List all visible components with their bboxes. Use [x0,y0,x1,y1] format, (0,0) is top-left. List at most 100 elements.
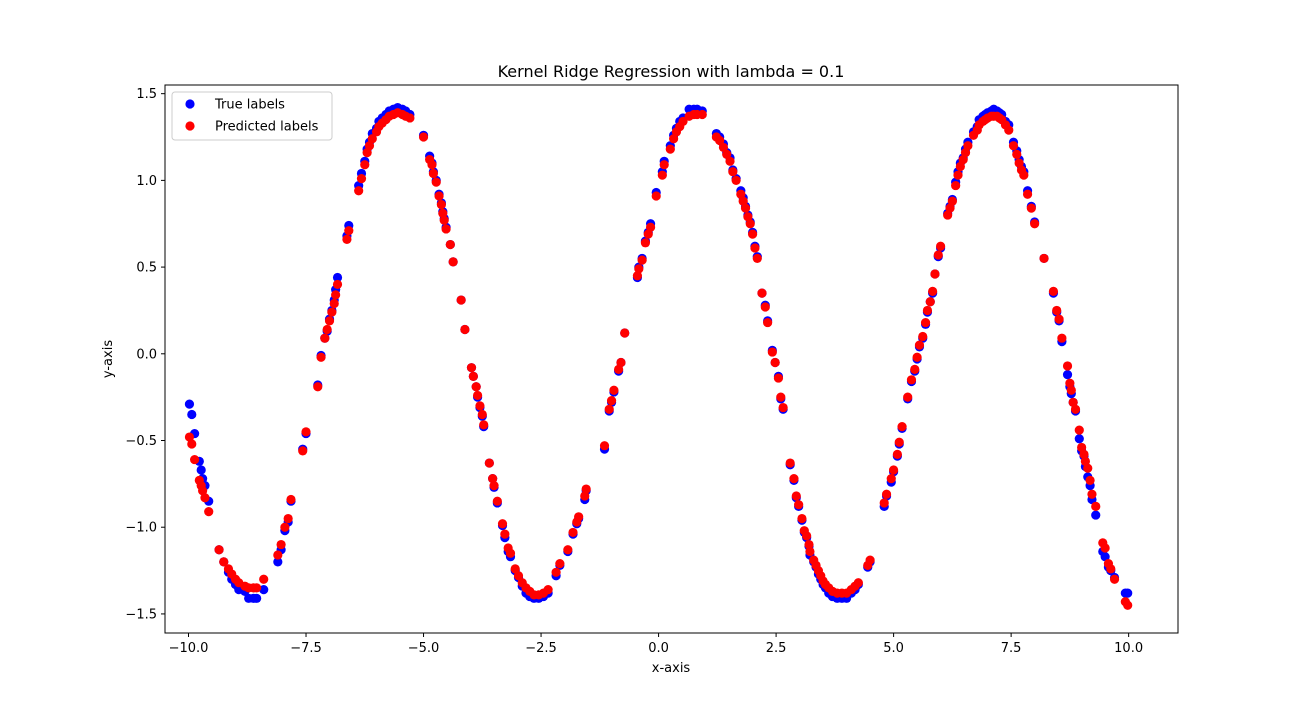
predicted-label-point [715,135,725,146]
predicted-label-point [286,494,296,505]
predicted-label-point [301,427,311,437]
predicted-label-point [471,382,481,392]
predicted-label-point [643,229,653,239]
predicted-label-point [1070,404,1081,414]
predicted-label-point [1039,253,1049,264]
predicted-label-point [1087,489,1097,499]
predicted-label-point [951,180,961,191]
predicted-label-point [1066,385,1076,395]
predicted-label-point [889,465,899,475]
predicted-label-point [1004,125,1014,135]
predicted-label-point [298,446,308,456]
predicted-label-point [606,396,617,406]
predicted-label-point [568,527,578,538]
predicted-label-point [914,340,925,350]
predicted-label-point [505,548,516,558]
predicted-label-point [640,238,651,248]
predicted-label-point [331,290,341,300]
predicted-label-point [354,186,364,196]
predicted-label-point [747,229,758,239]
predicted-label-point [804,539,814,550]
predicted-label-point [718,142,729,153]
true-label-point [252,593,262,603]
predicted-label-point [342,234,352,244]
true-label-point [1100,552,1110,562]
predicted-label-point [1019,170,1029,180]
predicted-label-point [187,439,197,449]
predicted-label-point [488,474,498,484]
predicted-label-point [356,174,367,184]
predicted-label-point [770,357,780,368]
true-label-point [1074,434,1084,444]
predicted-label-point [879,498,889,508]
predicted-label-point [214,545,224,555]
predicted-label-point [728,167,738,177]
predicted-label-point [460,324,470,335]
predicted-label-point [445,239,455,250]
predicted-label-point [906,375,917,385]
predicted-label-point [632,271,643,281]
predicted-label-point [190,454,200,465]
predicted-label-point [468,371,478,381]
predicted-label-point [280,522,290,532]
predicted-label-point [1054,314,1064,324]
predicted-label-point [448,257,458,267]
predicted-label-point [657,170,667,180]
predicted-label-point [920,317,931,328]
predicted-label-point [943,210,953,220]
predicted-label-point [204,507,214,517]
predicted-label-point [513,571,524,581]
predicted-label-point [427,160,437,170]
predicted-label-point [198,486,208,496]
predicted-label-point [955,161,965,172]
predicted-label-point [634,264,644,274]
predicted-label-point [362,148,372,158]
x-tick-label: −2.5 [525,641,557,656]
predicted-label-point [892,449,902,459]
predicted-label-point [865,555,875,565]
predicted-label-point [637,255,647,265]
predicted-label-point [616,357,626,368]
true-label-point [187,409,197,420]
predicted-labels-series [184,108,1133,610]
predicted-label-point [364,141,375,151]
predicted-label-point [1052,305,1062,316]
predicted-label-point [722,149,732,159]
true-label-point [332,272,343,283]
predicted-label-point [1030,219,1040,229]
predicted-label-point [609,385,619,395]
predicted-label-point [367,134,377,144]
predicted-label-point [473,390,483,401]
x-tick-label: −7.5 [290,641,322,656]
predicted-label-point [1062,361,1073,371]
predicted-label-point [918,331,928,342]
x-tick-label: 7.5 [1001,641,1022,656]
predicted-label-point [936,241,946,251]
predicted-label-point [1057,333,1067,343]
predicted-label-point [1080,456,1090,466]
predicted-label-point [910,364,920,375]
predicted-label-point [1074,425,1084,435]
y-tick-label: −0.5 [125,434,157,449]
predicted-label-point [510,564,520,574]
predicted-label-point [767,347,777,357]
y-tick-label: 0.0 [136,347,157,362]
predicted-label-point [574,512,584,522]
x-tick-label: −5.0 [408,641,440,656]
predicted-label-point [740,203,751,213]
predicted-label-point [697,109,707,120]
predicted-label-point [360,160,370,170]
predicted-label-point [479,420,489,430]
predicted-label-point [789,474,799,484]
predicted-label-point [1022,189,1033,199]
predicted-label-point [903,392,913,402]
predicted-label-point [259,574,269,584]
predicted-label-point [1065,378,1075,388]
predicted-label-point [897,422,907,432]
predicted-label-point [1091,501,1101,512]
predicted-label-point [725,156,735,166]
predicted-label-point [466,363,477,373]
predicted-label-point [930,269,940,279]
predicted-label-point [563,545,573,555]
predicted-label-point [881,489,892,499]
